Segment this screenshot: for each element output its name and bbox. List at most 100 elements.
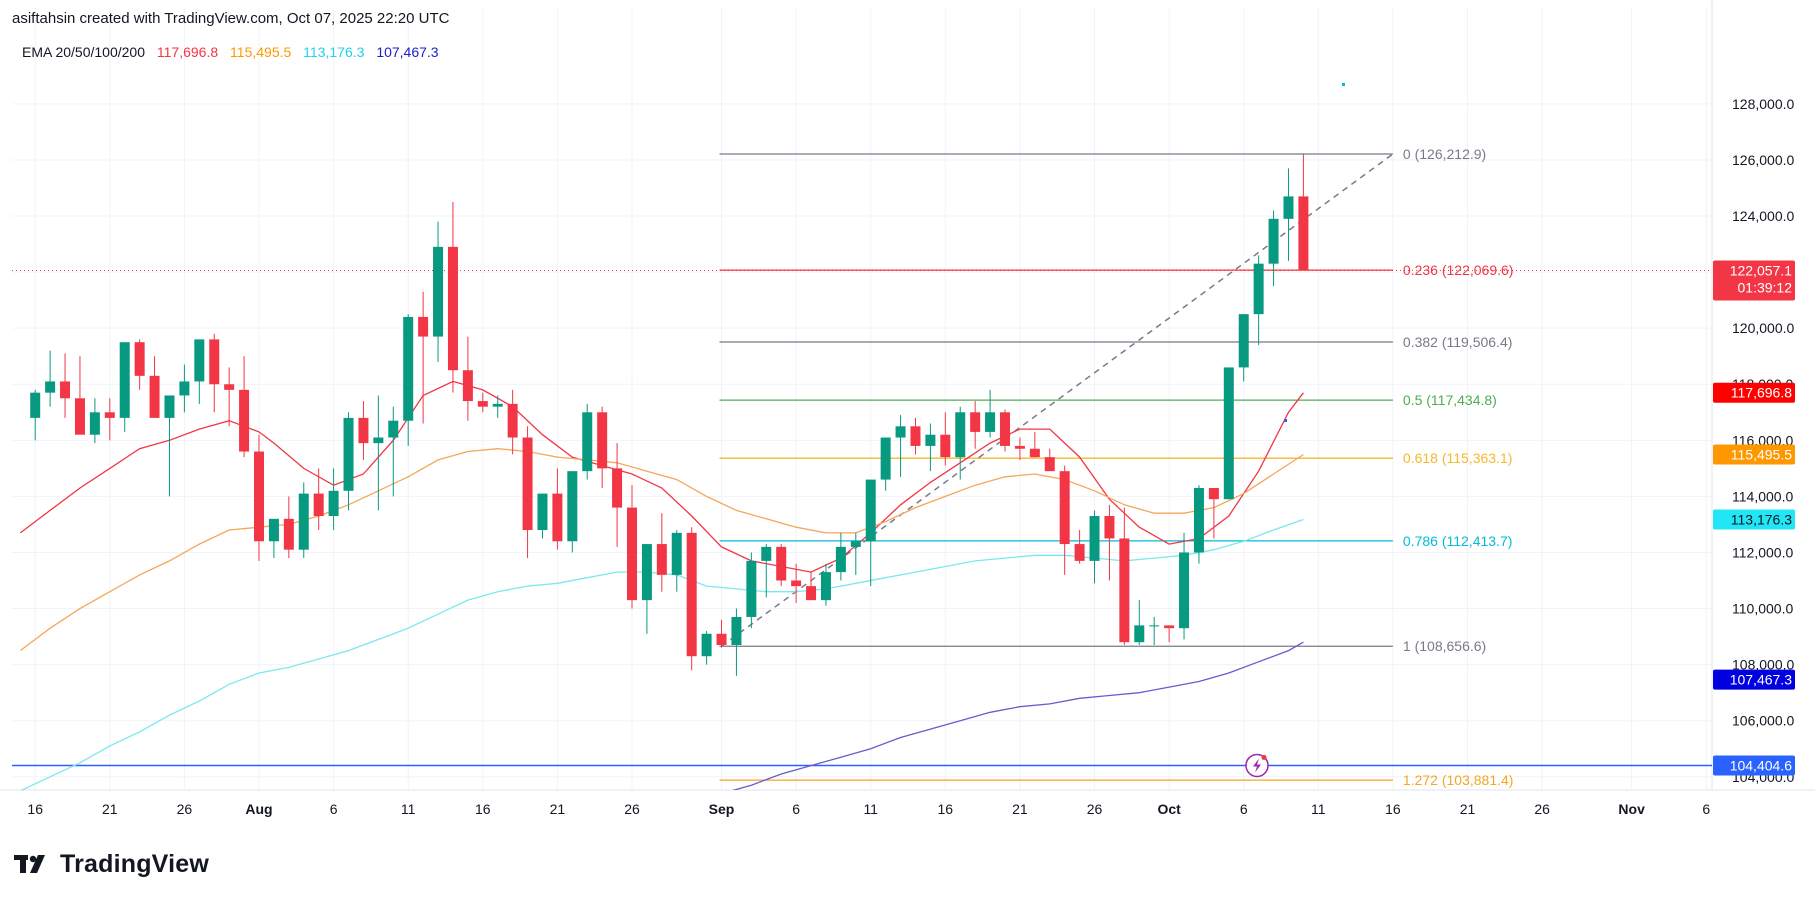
candle-body bbox=[1149, 625, 1160, 627]
candle-body bbox=[880, 437, 891, 480]
x-tick-label: 26 bbox=[177, 801, 193, 817]
candle-body bbox=[701, 633, 712, 657]
candle-body bbox=[134, 342, 145, 376]
y-tick-label: 120,000.0 bbox=[1732, 320, 1794, 336]
candle-body bbox=[209, 339, 220, 385]
candle-body bbox=[194, 339, 205, 382]
candle-body bbox=[731, 616, 742, 646]
x-tick-label: 21 bbox=[1460, 801, 1476, 817]
chart-area[interactable]: 0 (126,212.9) 0.236 (122,069.6) 0.382 (119… bbox=[0, 0, 1815, 830]
candle-body bbox=[716, 633, 727, 646]
candle-body bbox=[641, 544, 652, 601]
ema-price-tag-0: 117,696.8 bbox=[1731, 385, 1792, 401]
candle-body bbox=[1000, 412, 1010, 446]
candle-body bbox=[283, 518, 294, 550]
x-tick-label: 6 bbox=[792, 801, 800, 817]
candle-body bbox=[1164, 625, 1175, 629]
current-price-tag-bg bbox=[1713, 260, 1795, 301]
legend-ema20-value: 117,696.8 bbox=[156, 44, 219, 60]
hline-price-tag-bg bbox=[1713, 755, 1795, 776]
candle-body bbox=[268, 518, 279, 542]
ema-price-tag-1: 115,495.5 bbox=[1731, 446, 1792, 462]
candle-body bbox=[895, 426, 906, 438]
candle-body bbox=[343, 417, 354, 491]
x-tick-label: 6 bbox=[1240, 801, 1248, 817]
candle-body bbox=[1134, 625, 1145, 643]
candle-body bbox=[403, 316, 414, 421]
marker-dot bbox=[1342, 83, 1345, 86]
candle-body bbox=[164, 395, 175, 418]
candle-body bbox=[447, 246, 458, 371]
candle-body bbox=[955, 412, 966, 458]
countdown-tag: 01:39:12 bbox=[1738, 279, 1793, 295]
candle-body bbox=[30, 392, 41, 418]
tradingview-brand[interactable]: TradingView bbox=[14, 850, 209, 878]
candle-body bbox=[1179, 552, 1190, 629]
candle-body bbox=[552, 493, 563, 542]
x-tick-label: 11 bbox=[401, 801, 416, 817]
candle-body bbox=[1104, 516, 1115, 539]
candle-body bbox=[1059, 471, 1070, 545]
y-tick-label: 112,000.0 bbox=[1732, 544, 1793, 560]
fib-trend-line bbox=[721, 153, 1394, 647]
x-tick-label: 16 bbox=[475, 801, 491, 817]
fib-level-label-0: 0 (126,212.9) bbox=[1403, 146, 1486, 162]
candle-body bbox=[761, 546, 772, 561]
candle-body bbox=[850, 541, 861, 547]
candle-body bbox=[224, 384, 235, 390]
y-tick-label: 110,000.0 bbox=[1732, 601, 1793, 617]
candle-body bbox=[1044, 457, 1055, 472]
candle-body bbox=[388, 420, 399, 438]
candle-body bbox=[806, 586, 817, 601]
candle-body bbox=[820, 572, 831, 601]
price-chart[interactable]: 0 (126,212.9) 0.236 (122,069.6) 0.382 (119… bbox=[0, 0, 1815, 830]
candle-body bbox=[582, 412, 593, 472]
candle-body bbox=[358, 417, 369, 444]
candle-body bbox=[910, 426, 921, 446]
x-tick-label: 16 bbox=[938, 801, 954, 817]
candle-body bbox=[865, 479, 876, 542]
x-tick-label: 11 bbox=[863, 801, 878, 817]
candle-body bbox=[791, 580, 802, 587]
x-tick-label: 26 bbox=[624, 801, 640, 817]
y-tick-label: 116,000.0 bbox=[1732, 432, 1793, 448]
plot-layer bbox=[12, 83, 1712, 790]
candle-body bbox=[298, 493, 309, 550]
candle-body bbox=[686, 532, 697, 657]
candle-body bbox=[373, 437, 384, 444]
candle-body bbox=[45, 381, 56, 393]
candle-body bbox=[746, 560, 757, 617]
fib-level-label-7: 1.272 (103,881.4) bbox=[1403, 772, 1514, 788]
y-tick-label: 108,000.0 bbox=[1732, 657, 1794, 673]
ema-price-tag-0-bg bbox=[1713, 382, 1795, 403]
candle-body bbox=[418, 316, 429, 337]
fib-level-label-5: 0.786 (112,413.7) bbox=[1403, 533, 1513, 549]
event-dot-icon bbox=[1261, 754, 1267, 760]
candle-body bbox=[313, 493, 324, 517]
fib-level-label-2: 0.382 (119,506.4) bbox=[1403, 334, 1513, 350]
candle-body bbox=[179, 381, 190, 396]
candle-body bbox=[433, 246, 444, 337]
candle-body bbox=[597, 412, 608, 469]
x-tick-label: 6 bbox=[330, 801, 338, 817]
candle-body bbox=[239, 389, 250, 452]
candle-body bbox=[1119, 538, 1130, 643]
ema-price-tag-3-bg bbox=[1713, 669, 1795, 690]
x-tick-label: Nov bbox=[1618, 801, 1645, 817]
candle-body bbox=[925, 434, 936, 446]
x-tick-label: 21 bbox=[102, 801, 118, 817]
candle-body bbox=[119, 342, 130, 418]
legend-ema50-value: 115,495.5 bbox=[230, 44, 292, 60]
ema50-line bbox=[19, 448, 1304, 652]
y-tick-label: 126,000.0 bbox=[1732, 152, 1794, 168]
candle-body bbox=[1089, 516, 1100, 561]
attribution-header: asiftahsin created with TradingView.com,… bbox=[12, 10, 450, 27]
candle-body bbox=[104, 412, 115, 418]
indicator-legend[interactable]: EMA 20/50/100/200 117,696.8 115,495.5 11… bbox=[22, 44, 447, 60]
candle-body bbox=[1074, 544, 1085, 561]
legend-ema-label: EMA 20/50/100/200 bbox=[22, 44, 145, 60]
candle-body bbox=[612, 468, 623, 508]
current-price-tag: 122,057.1 bbox=[1730, 262, 1792, 278]
candle-body bbox=[1208, 487, 1219, 500]
y-tick-label: 106,000.0 bbox=[1732, 713, 1794, 729]
